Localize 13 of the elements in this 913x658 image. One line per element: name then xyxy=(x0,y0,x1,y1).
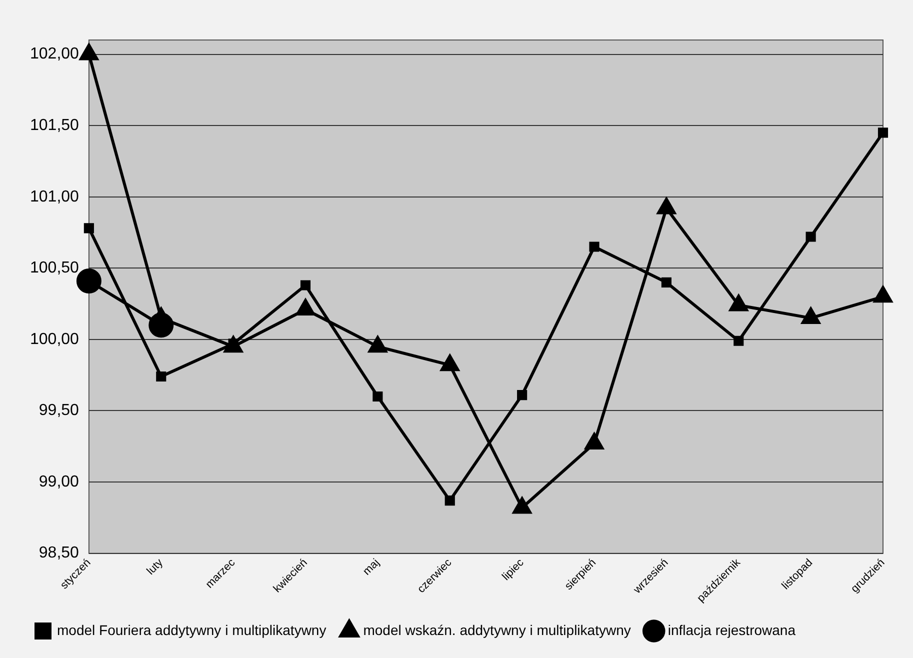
legend-label: model Fouriera addytywny i multiplikatywny xyxy=(57,622,326,638)
y-tick-label: 99,00 xyxy=(38,473,80,490)
y-tick-label: 101,50 xyxy=(30,116,80,134)
y-tick-label: 99,50 xyxy=(38,402,80,420)
x-tick-label: luty xyxy=(144,556,166,578)
legend-label: inflacja rejestrowana xyxy=(668,622,796,638)
y-tick-label: 100,00 xyxy=(30,330,80,348)
x-tick-label: maj xyxy=(360,556,382,578)
legend-label: model wskaźn. addytywny i multiplikatywny xyxy=(363,622,631,638)
y-tick-label: 102,00 xyxy=(30,46,80,63)
y-tick-label: 101,00 xyxy=(30,188,80,206)
y-tick-label: 100,50 xyxy=(30,260,80,277)
y-tick-label: 98,50 xyxy=(38,544,80,562)
